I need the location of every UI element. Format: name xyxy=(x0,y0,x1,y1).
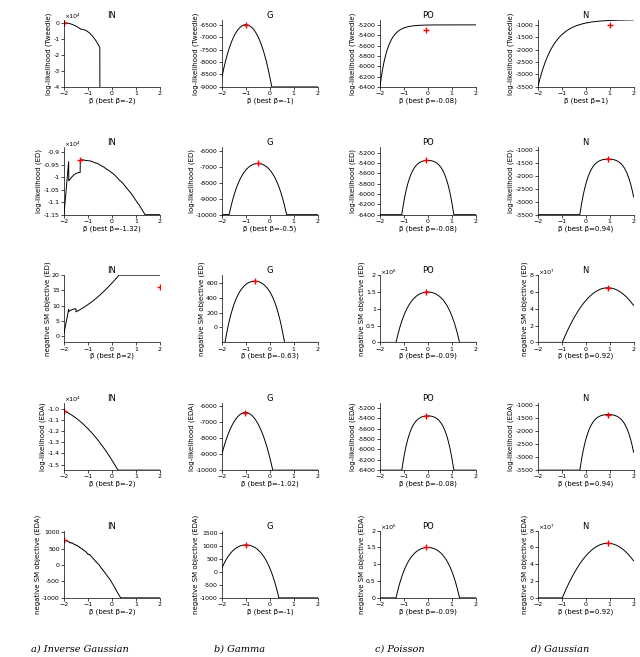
X-axis label: β (best β=1): β (best β=1) xyxy=(564,97,608,104)
X-axis label: β (best β=0.92): β (best β=0.92) xyxy=(558,608,613,615)
Text: b) Gamma: b) Gamma xyxy=(214,645,266,654)
X-axis label: β (best β=2): β (best β=2) xyxy=(90,353,134,359)
Y-axis label: log-likelihood (ED): log-likelihood (ED) xyxy=(36,149,42,213)
Y-axis label: log-likelihood (Tweedie): log-likelihood (Tweedie) xyxy=(508,12,515,95)
X-axis label: β (best β=-1.02): β (best β=-1.02) xyxy=(241,481,299,487)
X-axis label: β (best β=-0.09): β (best β=-0.09) xyxy=(399,353,457,359)
X-axis label: β (best β=-0.5): β (best β=-0.5) xyxy=(243,225,296,232)
Y-axis label: log-likelihood (Tweedie): log-likelihood (Tweedie) xyxy=(350,12,356,95)
Y-axis label: log-likelihood (EDA): log-likelihood (EDA) xyxy=(350,402,356,471)
X-axis label: β (best β=-1.32): β (best β=-1.32) xyxy=(83,225,141,232)
X-axis label: β (best β=-2): β (best β=-2) xyxy=(88,608,135,615)
Text: d) Gaussian: d) Gaussian xyxy=(531,645,589,654)
X-axis label: β (best β=0.92): β (best β=0.92) xyxy=(558,353,613,359)
X-axis label: β (best β=-2): β (best β=-2) xyxy=(88,97,135,104)
Title: PO: PO xyxy=(422,266,434,275)
Y-axis label: log-likelihood (EDA): log-likelihood (EDA) xyxy=(188,402,195,471)
Title: G: G xyxy=(267,266,273,275)
Title: G: G xyxy=(267,522,273,531)
Title: PO: PO xyxy=(422,139,434,147)
Title: IN: IN xyxy=(108,394,116,403)
Title: N: N xyxy=(582,139,589,147)
Title: G: G xyxy=(267,394,273,403)
X-axis label: β (best β=0.94): β (best β=0.94) xyxy=(558,481,613,487)
Y-axis label: log-likelihood (ED): log-likelihood (ED) xyxy=(188,149,195,213)
Title: IN: IN xyxy=(108,139,116,147)
X-axis label: β (best β=-0.09): β (best β=-0.09) xyxy=(399,608,457,615)
X-axis label: β (best β=0.94): β (best β=0.94) xyxy=(558,225,613,232)
Text: ×10⁴: ×10⁴ xyxy=(64,14,79,19)
X-axis label: β (best β=-0.08): β (best β=-0.08) xyxy=(399,225,457,232)
Y-axis label: log-likelihood (EDA): log-likelihood (EDA) xyxy=(508,402,515,471)
Title: PO: PO xyxy=(422,11,434,20)
Title: N: N xyxy=(582,522,589,531)
X-axis label: β (best β=-0.08): β (best β=-0.08) xyxy=(399,97,457,104)
Y-axis label: log-likelihood (Tweedie): log-likelihood (Tweedie) xyxy=(192,12,198,95)
Y-axis label: log-likelihood (EDA): log-likelihood (EDA) xyxy=(40,402,46,471)
X-axis label: β (best β=-0.08): β (best β=-0.08) xyxy=(399,481,457,487)
Title: IN: IN xyxy=(108,522,116,531)
Title: N: N xyxy=(582,266,589,275)
Text: ×10⁶: ×10⁶ xyxy=(380,269,396,275)
X-axis label: β (best β=-1): β (best β=-1) xyxy=(246,608,293,615)
Title: IN: IN xyxy=(108,11,116,20)
Title: IN: IN xyxy=(108,266,116,275)
Text: ×10⁷: ×10⁷ xyxy=(538,525,554,530)
Y-axis label: negative SM objective (ED): negative SM objective (ED) xyxy=(358,261,365,356)
Text: a) Inverse Gaussian: a) Inverse Gaussian xyxy=(31,645,129,654)
Y-axis label: negative SM objective (EDA): negative SM objective (EDA) xyxy=(358,514,365,614)
Y-axis label: negative SM objective (ED): negative SM objective (ED) xyxy=(522,261,528,356)
X-axis label: β (best β=-1): β (best β=-1) xyxy=(246,97,293,104)
X-axis label: β (best β=-0.63): β (best β=-0.63) xyxy=(241,353,299,359)
Title: N: N xyxy=(582,11,589,20)
Y-axis label: negative SM objective (ED): negative SM objective (ED) xyxy=(198,261,205,356)
X-axis label: β (best β=-2): β (best β=-2) xyxy=(88,481,135,487)
Y-axis label: log-likelihood (Tweedie): log-likelihood (Tweedie) xyxy=(45,12,52,95)
Text: c) Poisson: c) Poisson xyxy=(375,645,425,654)
Y-axis label: negative SM objective (EDA): negative SM objective (EDA) xyxy=(522,514,528,614)
Y-axis label: negative SM objective (ED): negative SM objective (ED) xyxy=(44,261,51,356)
Title: PO: PO xyxy=(422,522,434,531)
Text: ×10⁴: ×10⁴ xyxy=(64,397,79,402)
Y-axis label: log-likelihood (ED): log-likelihood (ED) xyxy=(508,149,515,213)
Y-axis label: log-likelihood (ED): log-likelihood (ED) xyxy=(350,149,356,213)
Text: ×10⁴: ×10⁴ xyxy=(64,142,79,147)
Text: ×10⁶: ×10⁶ xyxy=(380,525,396,530)
Y-axis label: negative SM objective (EDA): negative SM objective (EDA) xyxy=(34,514,41,614)
Title: G: G xyxy=(267,11,273,20)
Title: PO: PO xyxy=(422,394,434,403)
Title: G: G xyxy=(267,139,273,147)
Title: N: N xyxy=(582,394,589,403)
Y-axis label: negative SM objective (EDA): negative SM objective (EDA) xyxy=(192,514,198,614)
Text: ×10⁷: ×10⁷ xyxy=(538,269,554,275)
